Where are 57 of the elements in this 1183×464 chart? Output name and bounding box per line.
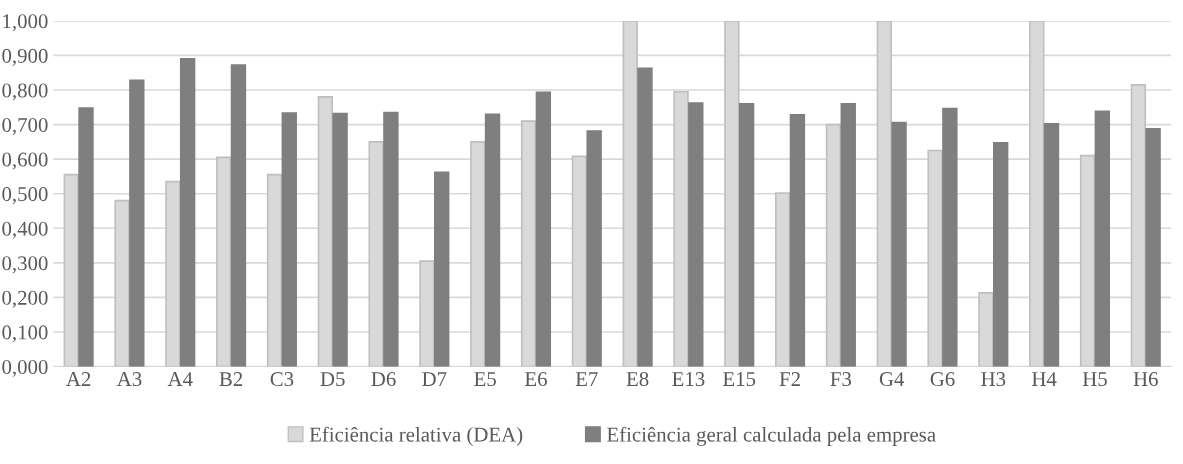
- bar: [789, 114, 806, 367]
- x-tick-label: E6: [525, 372, 547, 387]
- bar: [434, 171, 450, 367]
- bar: [1094, 110, 1111, 367]
- bar: [688, 102, 704, 367]
- y-tick-label: 0,100: [2, 325, 48, 343]
- bar: [992, 142, 1009, 367]
- y-tick-label: 0,200: [2, 290, 48, 308]
- x-tick-label: E15: [723, 372, 756, 387]
- x-tick-label: H5: [1082, 372, 1107, 387]
- x-tick-label: A3: [116, 372, 142, 387]
- x-tick-label: G4: [879, 372, 905, 387]
- y-tick-label: 0,900: [2, 48, 48, 66]
- x-tick-label: B2: [219, 372, 243, 386]
- legend-label: Eficiência geral calculada pela empresa: [607, 426, 936, 446]
- y-tick-label: 0,600: [2, 152, 48, 170]
- x-tick-label: D7: [422, 372, 447, 386]
- bar: [281, 112, 297, 367]
- bar: [383, 111, 399, 367]
- bar: [942, 107, 958, 367]
- bar: [891, 121, 907, 367]
- x-tick-label: F3: [830, 372, 852, 387]
- bar: [738, 103, 755, 367]
- x-tick-label: E5: [474, 372, 496, 387]
- x-tick-label: F2: [779, 372, 800, 386]
- y-tick-label: 0,000: [2, 359, 48, 377]
- y-tick-label: 0,300: [2, 256, 48, 274]
- legend-label: Eficiência relativa (DEA): [309, 426, 523, 446]
- y-tick-label: 0,800: [2, 83, 48, 101]
- x-tick-label: G6: [930, 372, 955, 387]
- y-tick-label: 1,000: [3, 14, 48, 32]
- bar: [78, 107, 94, 367]
- x-tick-label: D6: [371, 372, 396, 387]
- bar: [179, 58, 196, 367]
- x-tick-label: D5: [320, 372, 345, 387]
- bar: [129, 79, 145, 367]
- bar: [1043, 123, 1060, 367]
- y-tick-label: 0,400: [2, 221, 48, 239]
- bar: [586, 130, 602, 367]
- x-tick-label: H4: [1032, 372, 1057, 386]
- bar: [535, 91, 552, 367]
- x-tick-label: H3: [981, 372, 1006, 387]
- bar: [637, 67, 653, 367]
- y-tick-label: 0,500: [2, 187, 48, 205]
- x-tick-label: E7: [575, 372, 598, 386]
- y-tick-label: 0,700: [2, 117, 48, 136]
- bar: [484, 113, 501, 367]
- bar: [332, 112, 348, 367]
- x-tick-label: C3: [270, 372, 294, 387]
- bar: [1145, 127, 1161, 367]
- bar: [230, 64, 247, 367]
- x-tick-label: A4: [167, 372, 193, 386]
- x-tick-label: A2: [66, 372, 91, 386]
- x-tick-label: E8: [626, 372, 649, 387]
- bar: [840, 103, 856, 367]
- x-tick-label: H6: [1133, 372, 1158, 387]
- x-tick-label: E13: [672, 372, 705, 387]
